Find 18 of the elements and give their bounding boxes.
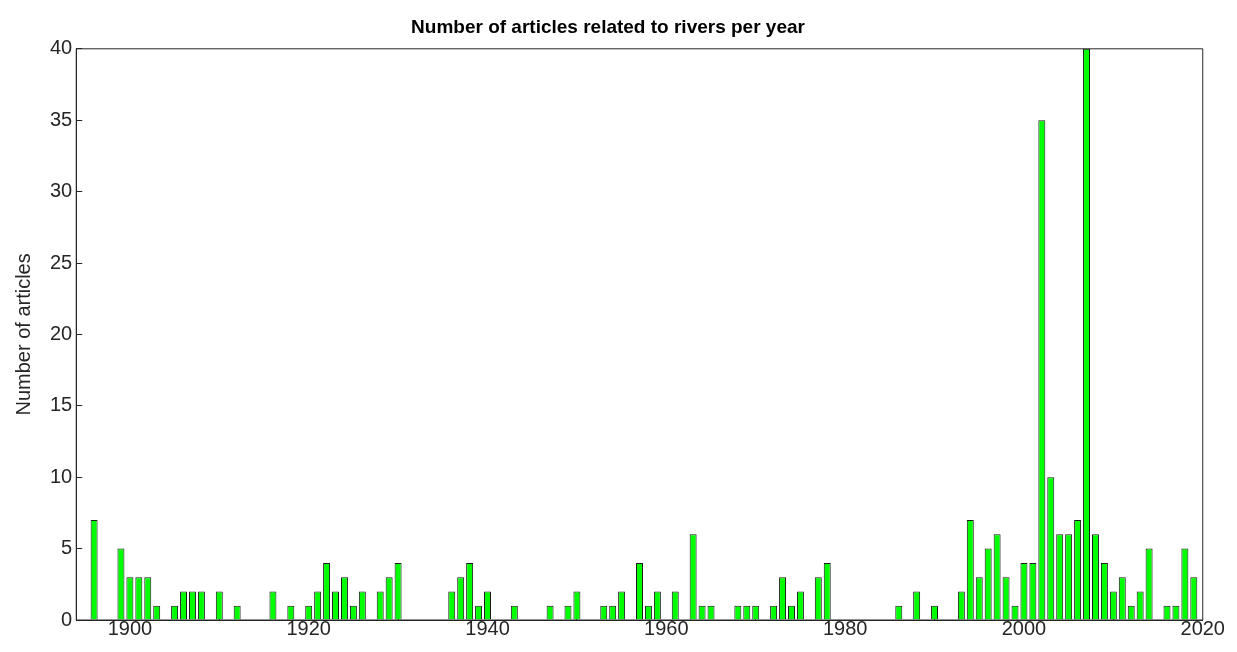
y-tick-label: 25 (50, 250, 73, 273)
y-tick-label: 0 (61, 607, 73, 630)
x-tick-label: 1900 (107, 616, 153, 639)
x-tick-label: 2020 (1180, 616, 1225, 639)
x-tick-label: 1960 (644, 616, 689, 639)
x-tick-label: 1980 (822, 616, 868, 639)
x-tick-label: 1920 (286, 616, 331, 639)
y-tick-label: 10 (50, 464, 73, 487)
chart-title: Number of articles related to rivers per year (411, 15, 806, 37)
y-tick-label: 5 (61, 536, 73, 559)
y-tick-label: 30 (50, 179, 73, 202)
x-tick-label: 2000 (1001, 616, 1047, 639)
x-tick-label: 1940 (465, 616, 510, 639)
y-axis-title: Number of articles (11, 253, 34, 416)
y-tick-label: 35 (50, 107, 73, 130)
y-tick-label: 40 (50, 36, 73, 59)
y-tick-label: 20 (50, 321, 73, 344)
y-tick-label: 15 (50, 393, 73, 416)
